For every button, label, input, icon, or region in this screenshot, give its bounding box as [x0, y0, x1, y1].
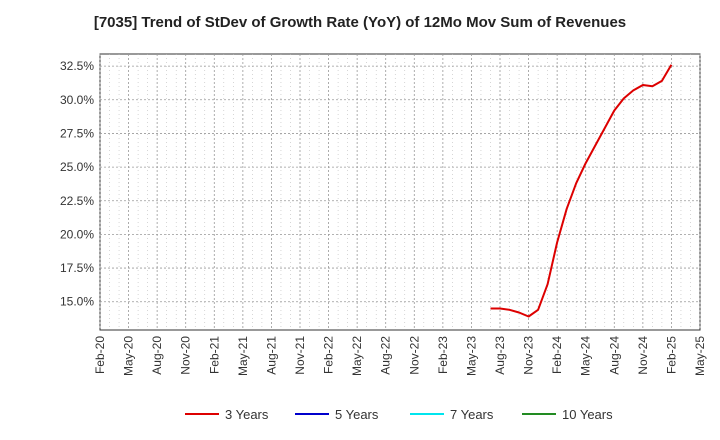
y-tick-label: 32.5%: [60, 59, 94, 73]
x-tick-label: Feb-20: [93, 336, 107, 374]
axis-layer: Feb-20 May-20 Aug-20 Nov-20 Feb-21 May-21 Aug-…: [60, 59, 707, 376]
x-tick-label: Feb-22: [322, 336, 336, 374]
legend-label-3-years: 3 Years: [225, 407, 269, 422]
series-layer: [490, 64, 673, 318]
x-tick-label: May-21: [236, 336, 250, 376]
y-tick-label: 17.5%: [60, 261, 94, 275]
x-tick-label: Nov-22: [407, 336, 421, 375]
x-tick-label: Feb-21: [207, 336, 221, 374]
x-tick-label: Nov-21: [293, 336, 307, 375]
x-tick-label: Feb-23: [436, 336, 450, 374]
legend: 3 Years 5 Years 7 Years 10 Years: [185, 407, 613, 422]
x-tick-label: Nov-23: [522, 336, 536, 375]
x-tick-label: May-24: [579, 336, 593, 376]
plot-area: [99, 53, 701, 331]
x-tick-label: May-23: [464, 336, 478, 376]
x-tick-label: May-20: [122, 336, 136, 376]
y-tick-label: 25.0%: [60, 160, 94, 174]
legend-label-7-years: 7 Years: [450, 407, 494, 422]
x-tick-label: Aug-23: [493, 336, 507, 375]
y-tick-label: 20.0%: [60, 227, 94, 241]
x-tick-label: Aug-22: [379, 336, 393, 375]
x-tick-label: Aug-20: [150, 336, 164, 375]
chart-title: [7035] Trend of StDev of Growth Rate (Yo…: [93, 14, 627, 31]
y-tick-label: 15.0%: [60, 295, 94, 309]
x-tick-label: Nov-24: [636, 336, 650, 375]
x-tick-label: May-22: [350, 336, 364, 376]
x-tick-label: Nov-20: [179, 336, 193, 375]
x-tick-label: Feb-25: [664, 336, 678, 374]
x-tick-label: Aug-24: [607, 336, 621, 375]
y-tick-label: 27.5%: [60, 126, 94, 140]
series-line-3-years: [490, 64, 673, 318]
y-tick-label: 22.5%: [60, 194, 94, 208]
x-tick-label: Aug-21: [264, 336, 278, 375]
x-tick-label: May-25: [693, 336, 707, 376]
legend-label-10-years: 10 Years: [562, 407, 613, 422]
x-tick-label: Feb-24: [550, 336, 564, 374]
legend-label-5-years: 5 Years: [335, 407, 379, 422]
y-tick-label: 30.0%: [60, 93, 94, 107]
grid-layer: [99, 54, 701, 330]
